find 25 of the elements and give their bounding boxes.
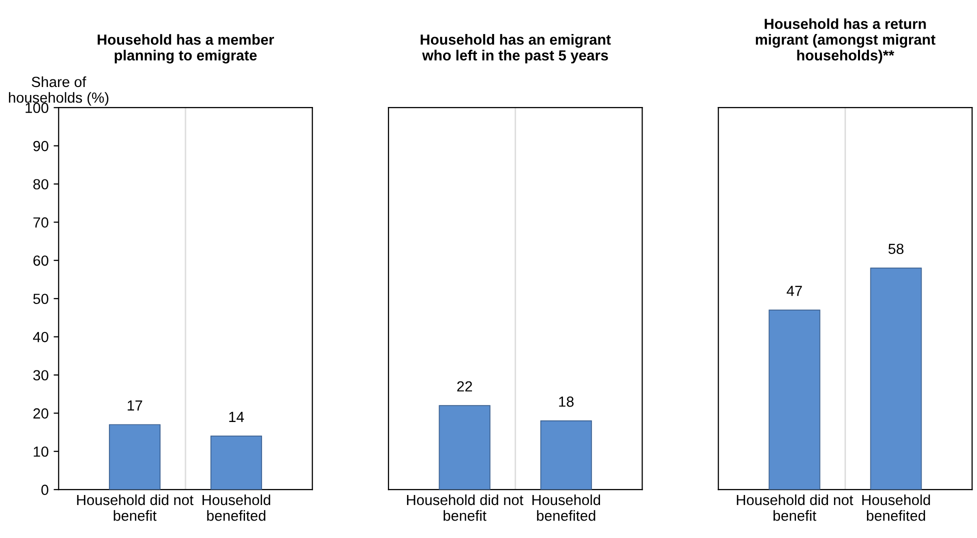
data-label: 14	[229, 412, 244, 422]
y-tick-label: 70	[33, 217, 48, 228]
y-tick-label: 30	[33, 370, 48, 380]
data-label: 22	[457, 381, 472, 392]
x-tick-label: Household did not benefit	[407, 494, 524, 521]
chart-title: Household has a return migrant (amongst migrant households)**	[756, 18, 936, 64]
y-tick-label: 0	[41, 484, 48, 496]
data-label: 58	[888, 244, 904, 254]
x-tick-label: Household benefited	[202, 494, 270, 521]
y-tick-label: 90	[33, 140, 48, 152]
y-tick-label: 50	[33, 294, 48, 304]
x-tick-label: Household benefited	[862, 494, 930, 521]
x-tick-label: Household did not benefit	[736, 494, 854, 521]
y-tick-label: 10	[34, 446, 48, 457]
y-tick-label: 60	[33, 255, 48, 266]
y-tick-label: 20	[33, 408, 48, 419]
chart-title: Household has an emigrant who left in the past 5 years	[420, 34, 611, 64]
data-label: 47	[786, 286, 802, 296]
x-tick-label: Household benefited	[532, 494, 600, 521]
data-label: 17	[128, 400, 142, 411]
chart-title: Household has a member planning to emigrate	[98, 34, 274, 64]
x-tick-label: Household did not benefit	[77, 494, 194, 521]
y-tick-label: 80	[33, 179, 48, 190]
y-tick-label: 40	[33, 332, 48, 342]
data-label: 18	[559, 396, 574, 407]
